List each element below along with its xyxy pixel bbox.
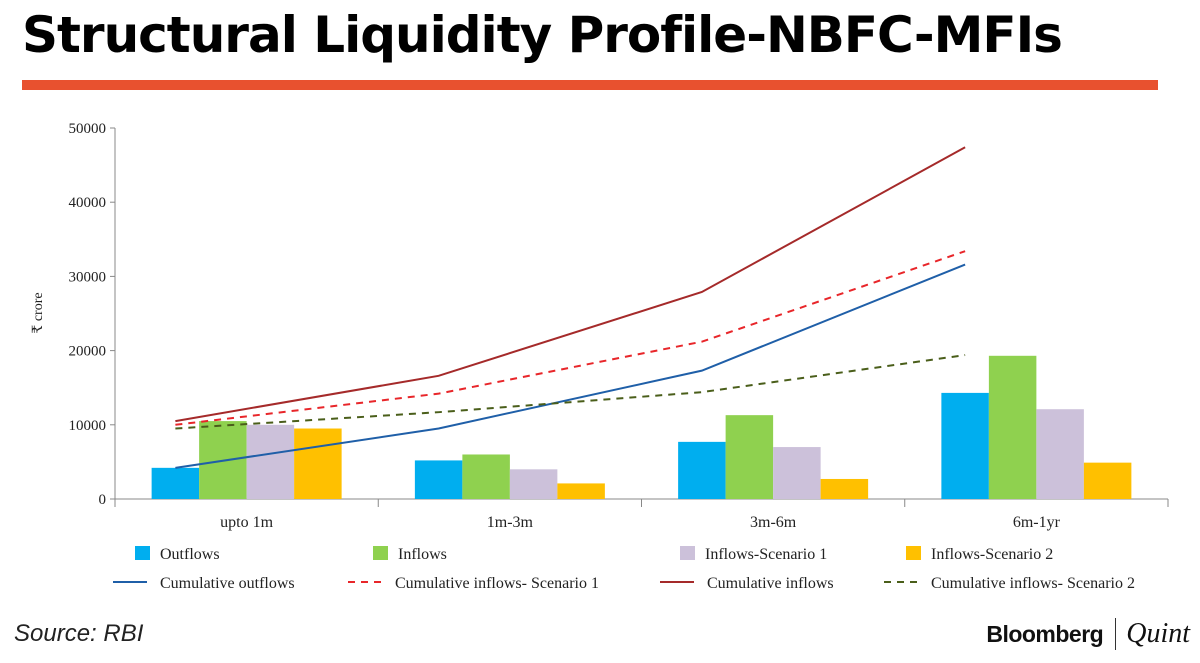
bar-inflows-1m-3m (462, 454, 510, 499)
legend-swatch-inflows (373, 546, 388, 560)
x-tick-label: 1m-3m (487, 514, 534, 531)
source-note: Source: RBI (14, 620, 144, 647)
y-tick-label: 20000 (69, 344, 107, 360)
x-tick-label: 6m-1yr (1013, 514, 1061, 531)
y-tick-label: 0 (99, 492, 107, 508)
legend-label-cumulative-inflows-scenario-2: Cumulative inflows- Scenario 2 (931, 575, 1135, 592)
title-underline (22, 80, 1158, 90)
legend-label-cumulative-outflows: Cumulative outflows (160, 575, 295, 592)
bar-inflows-scenario-1-3m-6m (773, 447, 821, 499)
brand-divider (1115, 618, 1117, 650)
line-cumulative-inflows-scenario-1 (175, 250, 966, 426)
bar-inflows-scenario-2-1m-3m (557, 483, 605, 499)
legend-label-cumulative-inflows: Cumulative inflows (707, 575, 834, 592)
line-cumulative-outflows (175, 263, 966, 469)
x-tick-label: 3m-6m (750, 514, 797, 531)
y-tick-label: 10000 (69, 418, 107, 434)
brand-bloomberg: Bloomberg (986, 620, 1104, 647)
line-cumulative-inflows-scenario-2 (175, 354, 966, 430)
brand-quint: Quint (1126, 618, 1190, 649)
legend-swatch-inflows-scenario-1 (680, 546, 695, 560)
bar-inflows-scenario-2-3m-6m (820, 478, 869, 499)
legend-label-inflows-scenario-1: Inflows-Scenario 1 (705, 546, 827, 563)
legend-label-outflows: Outflows (160, 546, 220, 563)
bar-inflows-scenario-1-6m-1yr (1036, 409, 1084, 499)
y-tick-label: 50000 (69, 121, 107, 137)
legend-label-inflows-scenario-2: Inflows-Scenario 2 (931, 546, 1053, 563)
bar-inflows-scenario-2-upto-1m (294, 428, 342, 499)
bar-outflows-3m-6m (678, 441, 726, 499)
legend-swatch-inflows-scenario-2 (906, 546, 921, 560)
y-tick-label: 30000 (69, 269, 107, 285)
bar-inflows-6m-1yr (988, 355, 1037, 499)
bar-inflows-scenario-1-1m-3m (509, 469, 558, 499)
y-axis-label: ₹ crore (31, 292, 46, 333)
line-cumulative-inflows (175, 146, 966, 423)
bar-inflows-scenario-2-6m-1yr (1083, 462, 1132, 499)
x-tick-label: upto 1m (220, 514, 273, 531)
y-tick-label: 40000 (69, 195, 107, 211)
bar-outflows-6m-1yr (941, 392, 989, 499)
legend-swatch-outflows (135, 546, 150, 560)
legend-label-cumulative-inflows-scenario-1: Cumulative inflows- Scenario 1 (395, 575, 599, 592)
bar-inflows-3m-6m (725, 415, 774, 499)
brand-logo: Bloomberg Quint (986, 616, 1190, 652)
bar-outflows-1m-3m (414, 460, 463, 499)
bar-outflows-upto-1m (151, 467, 200, 499)
page-title: Structural Liquidity Profile-NBFC-MFIs (22, 6, 1063, 64)
bar-inflows-scenario-1-upto-1m (246, 424, 295, 499)
legend-label-inflows: Inflows (398, 546, 447, 563)
